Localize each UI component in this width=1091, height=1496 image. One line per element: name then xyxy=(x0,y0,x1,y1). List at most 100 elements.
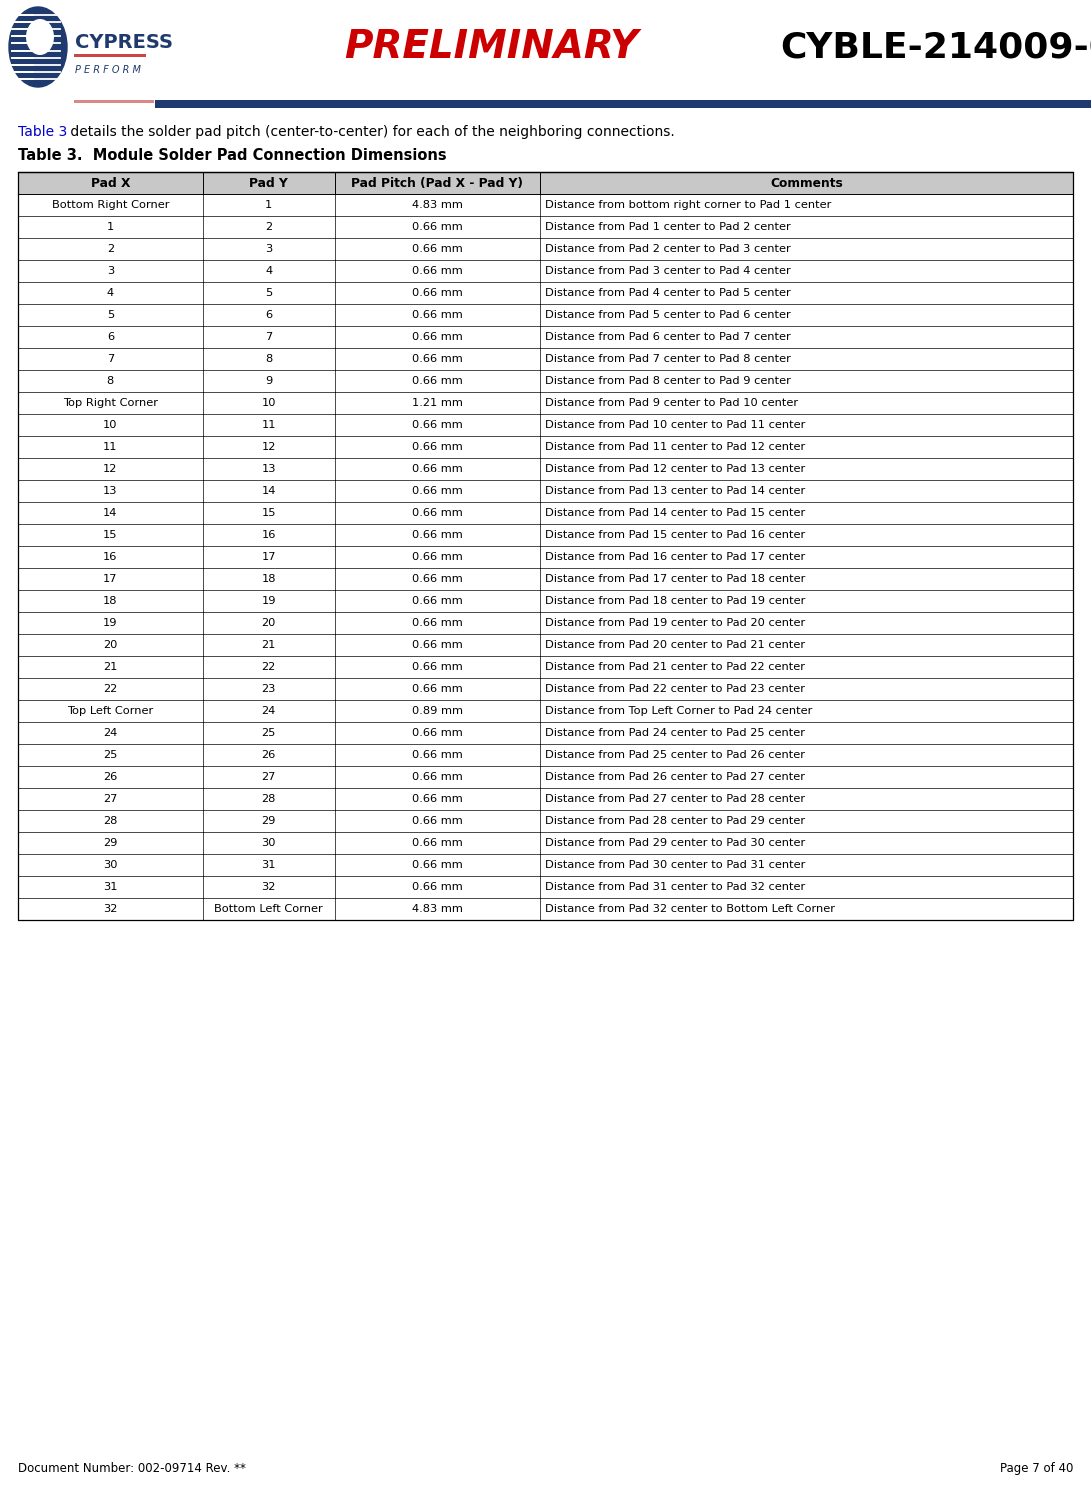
Text: Distance from Pad 15 center to Pad 16 center: Distance from Pad 15 center to Pad 16 ce… xyxy=(546,530,805,540)
Bar xyxy=(17,524,1074,546)
Bar xyxy=(17,744,1074,766)
Text: 0.66 mm: 0.66 mm xyxy=(412,749,463,760)
Text: 9: 9 xyxy=(265,375,272,386)
Text: 31: 31 xyxy=(103,883,118,892)
Text: 13: 13 xyxy=(103,486,118,497)
Ellipse shape xyxy=(9,7,67,87)
Text: Distance from Pad 2 center to Pad 3 center: Distance from Pad 2 center to Pad 3 cent… xyxy=(546,244,791,254)
Bar xyxy=(17,503,1074,524)
Text: 2: 2 xyxy=(107,244,113,254)
Text: 21: 21 xyxy=(104,663,118,672)
Bar xyxy=(17,172,1074,194)
Bar xyxy=(17,634,1074,657)
Bar xyxy=(17,414,1074,435)
Text: P E R F O R M: P E R F O R M xyxy=(75,64,141,75)
Bar xyxy=(17,392,1074,414)
Text: 0.66 mm: 0.66 mm xyxy=(412,860,463,871)
Text: 28: 28 xyxy=(262,794,276,803)
Text: details the solder pad pitch (center-to-center) for each of the neighboring conn: details the solder pad pitch (center-to-… xyxy=(65,126,674,139)
Text: 0.66 mm: 0.66 mm xyxy=(412,530,463,540)
Bar xyxy=(17,370,1074,392)
Text: 16: 16 xyxy=(104,552,118,562)
Text: 0.66 mm: 0.66 mm xyxy=(412,815,463,826)
Text: Bottom Left Corner: Bottom Left Corner xyxy=(214,904,323,914)
Text: Pad Y: Pad Y xyxy=(249,177,288,190)
Text: 4.83 mm: 4.83 mm xyxy=(412,904,463,914)
Text: Table 3: Table 3 xyxy=(17,126,68,139)
Text: 27: 27 xyxy=(262,772,276,782)
Text: Comments: Comments xyxy=(770,177,843,190)
Text: 20: 20 xyxy=(104,640,118,649)
Text: 0.66 mm: 0.66 mm xyxy=(412,684,463,694)
Text: 0.66 mm: 0.66 mm xyxy=(412,509,463,518)
Text: 6: 6 xyxy=(107,332,113,343)
Bar xyxy=(17,809,1074,832)
Bar xyxy=(155,100,1091,108)
Text: 0.66 mm: 0.66 mm xyxy=(412,355,463,364)
Text: 0.66 mm: 0.66 mm xyxy=(412,244,463,254)
Text: 0.66 mm: 0.66 mm xyxy=(412,375,463,386)
Bar xyxy=(17,589,1074,612)
Text: 19: 19 xyxy=(103,618,118,628)
Text: Distance from Pad 18 center to Pad 19 center: Distance from Pad 18 center to Pad 19 ce… xyxy=(546,595,805,606)
Text: 0.66 mm: 0.66 mm xyxy=(412,574,463,583)
Text: Distance from Pad 8 center to Pad 9 center: Distance from Pad 8 center to Pad 9 cent… xyxy=(546,375,791,386)
Text: 0.66 mm: 0.66 mm xyxy=(412,772,463,782)
Text: 6: 6 xyxy=(265,310,272,320)
Text: 0.89 mm: 0.89 mm xyxy=(412,706,463,717)
Text: Distance from Pad 32 center to Bottom Left Corner: Distance from Pad 32 center to Bottom Le… xyxy=(546,904,836,914)
Text: 0.66 mm: 0.66 mm xyxy=(412,266,463,275)
Text: 7: 7 xyxy=(107,355,113,364)
Text: Distance from Pad 14 center to Pad 15 center: Distance from Pad 14 center to Pad 15 ce… xyxy=(546,509,805,518)
Text: Distance from Pad 3 center to Pad 4 center: Distance from Pad 3 center to Pad 4 cent… xyxy=(546,266,791,275)
Text: Distance from Pad 29 center to Pad 30 center: Distance from Pad 29 center to Pad 30 ce… xyxy=(546,838,805,848)
Text: 14: 14 xyxy=(104,509,118,518)
Text: 25: 25 xyxy=(262,729,276,738)
Bar xyxy=(17,283,1074,304)
Text: Distance from Pad 11 center to Pad 12 center: Distance from Pad 11 center to Pad 12 ce… xyxy=(546,441,805,452)
Bar xyxy=(17,877,1074,898)
Text: 32: 32 xyxy=(262,883,276,892)
Text: 27: 27 xyxy=(104,794,118,803)
Text: 28: 28 xyxy=(104,815,118,826)
Text: 20: 20 xyxy=(262,618,276,628)
Text: Bottom Right Corner: Bottom Right Corner xyxy=(51,200,169,209)
Bar xyxy=(74,54,146,57)
Text: 0.66 mm: 0.66 mm xyxy=(412,552,463,562)
Bar xyxy=(17,832,1074,854)
Text: 15: 15 xyxy=(262,509,276,518)
Text: Distance from Pad 12 center to Pad 13 center: Distance from Pad 12 center to Pad 13 ce… xyxy=(546,464,805,474)
Text: Distance from Pad 4 center to Pad 5 center: Distance from Pad 4 center to Pad 5 cent… xyxy=(546,289,791,298)
Text: Pad Pitch (Pad X - Pad Y): Pad Pitch (Pad X - Pad Y) xyxy=(351,177,524,190)
Text: 3: 3 xyxy=(107,266,113,275)
Text: Page 7 of 40: Page 7 of 40 xyxy=(999,1462,1074,1475)
Text: PRELIMINARY: PRELIMINARY xyxy=(344,28,638,66)
Text: 18: 18 xyxy=(262,574,276,583)
Text: 4: 4 xyxy=(265,266,272,275)
Text: 0.66 mm: 0.66 mm xyxy=(412,640,463,649)
Text: 0.66 mm: 0.66 mm xyxy=(412,486,463,497)
Text: Distance from Pad 10 center to Pad 11 center: Distance from Pad 10 center to Pad 11 ce… xyxy=(546,420,805,429)
Text: Distance from Pad 25 center to Pad 26 center: Distance from Pad 25 center to Pad 26 ce… xyxy=(546,749,805,760)
Text: 29: 29 xyxy=(262,815,276,826)
Bar xyxy=(0,0,1091,105)
Text: 0.66 mm: 0.66 mm xyxy=(412,221,463,232)
Text: 10: 10 xyxy=(103,420,118,429)
Text: 1: 1 xyxy=(265,200,272,209)
Text: 5: 5 xyxy=(265,289,272,298)
Text: 21: 21 xyxy=(262,640,276,649)
Text: 11: 11 xyxy=(103,441,118,452)
Text: 0.66 mm: 0.66 mm xyxy=(412,289,463,298)
Bar xyxy=(17,898,1074,920)
Text: Distance from Pad 5 center to Pad 6 center: Distance from Pad 5 center to Pad 6 cent… xyxy=(546,310,791,320)
Text: 31: 31 xyxy=(262,860,276,871)
Text: Distance from Pad 28 center to Pad 29 center: Distance from Pad 28 center to Pad 29 ce… xyxy=(546,815,805,826)
Text: Distance from Pad 7 center to Pad 8 center: Distance from Pad 7 center to Pad 8 cent… xyxy=(546,355,791,364)
Bar xyxy=(17,854,1074,877)
Text: Distance from Pad 17 center to Pad 18 center: Distance from Pad 17 center to Pad 18 ce… xyxy=(546,574,805,583)
Text: Distance from Pad 16 center to Pad 17 center: Distance from Pad 16 center to Pad 17 ce… xyxy=(546,552,805,562)
Text: 19: 19 xyxy=(262,595,276,606)
Text: Distance from Pad 22 center to Pad 23 center: Distance from Pad 22 center to Pad 23 ce… xyxy=(546,684,805,694)
Text: 23: 23 xyxy=(262,684,276,694)
Text: 17: 17 xyxy=(103,574,118,583)
